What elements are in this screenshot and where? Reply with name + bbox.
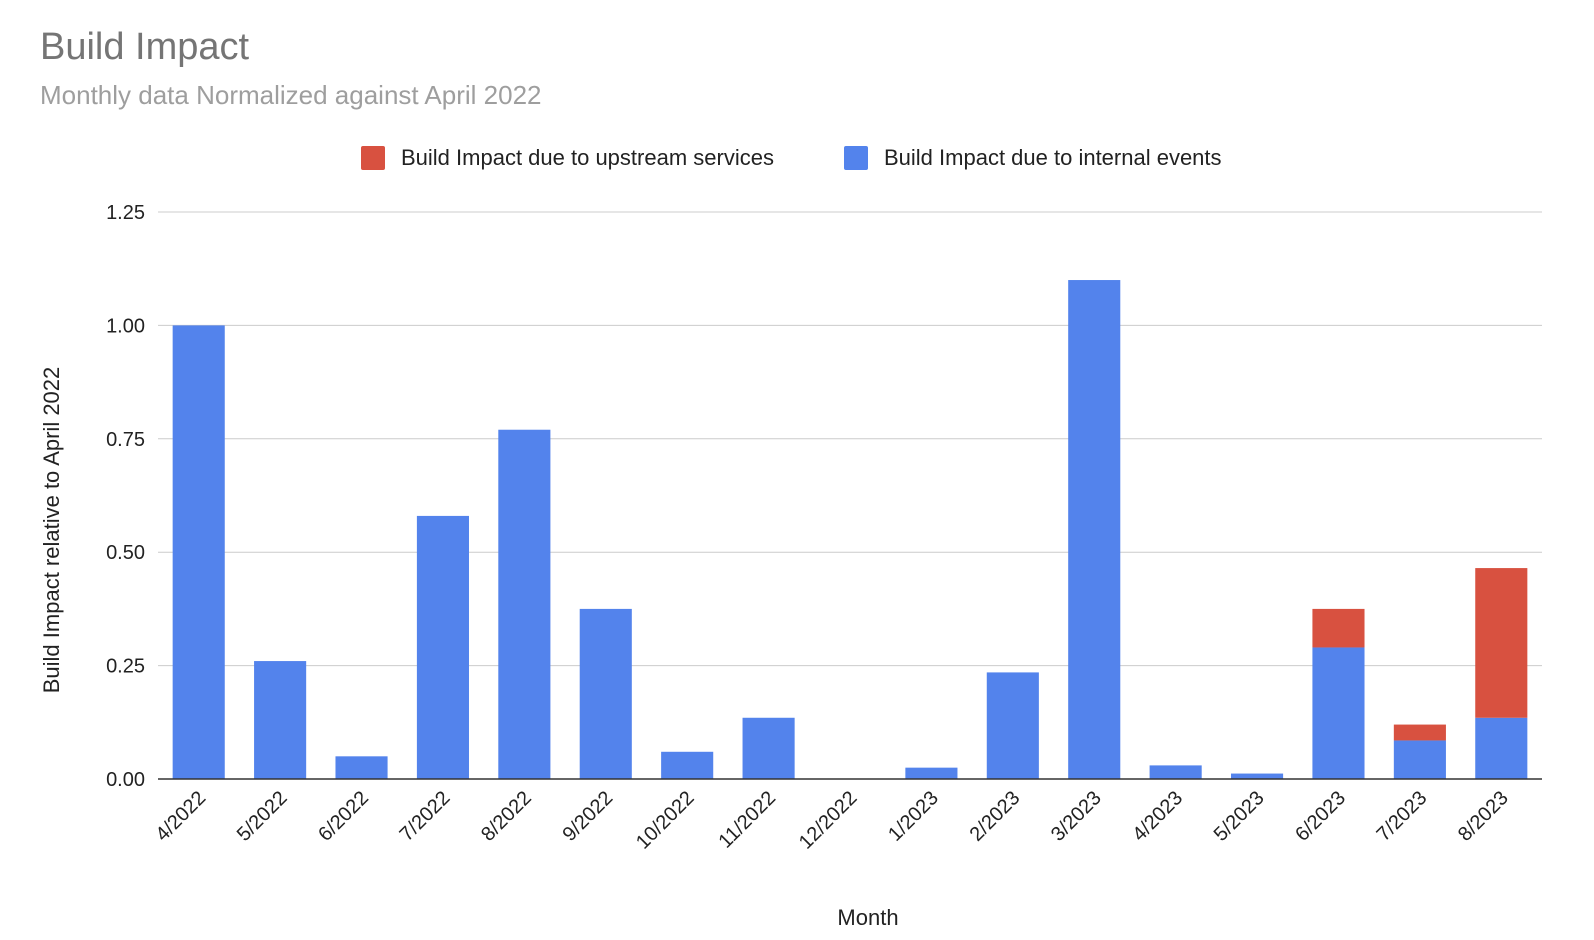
legend-swatch-upstream	[361, 146, 385, 170]
legend: Build Impact due to upstream services Bu…	[361, 145, 1222, 170]
x-tick-label: 5/2022	[233, 787, 292, 846]
x-axis-title: Month	[837, 905, 898, 930]
bar-internal-9-2022	[579, 608, 632, 779]
bar-internal-2-2023	[986, 672, 1039, 779]
bar-internal-5-2022	[254, 661, 307, 779]
x-tick-label: 5/2023	[1210, 787, 1269, 846]
chart-title: Build Impact	[40, 26, 250, 68]
bar-internal-4-2023	[1149, 765, 1202, 779]
bar-internal-11-2022	[742, 717, 795, 779]
x-tick-label: 9/2022	[558, 787, 617, 846]
x-tick-label: 1/2023	[884, 787, 943, 846]
x-tick-label: 4/2022	[151, 787, 210, 846]
bar-internal-6-2022	[335, 756, 388, 779]
bars	[172, 280, 1528, 779]
bar-internal-4-2022	[172, 325, 225, 779]
bar-upstream-6-2023	[1312, 608, 1365, 648]
bar-internal-1-2023	[905, 767, 958, 779]
bar-upstream-7-2023	[1393, 724, 1446, 741]
legend-swatch-internal	[844, 146, 868, 170]
x-tick-label: 10/2022	[632, 787, 699, 854]
bar-internal-7-2022	[416, 515, 469, 779]
x-tick-label: 11/2022	[714, 787, 780, 853]
y-axis-title: Build Impact relative to April 2022	[39, 367, 64, 694]
y-tick-label: 0.75	[106, 429, 145, 451]
x-tick-label: 6/2023	[1291, 787, 1350, 846]
y-tick-label: 1.00	[106, 315, 145, 337]
legend-label-upstream: Build Impact due to upstream services	[401, 145, 774, 170]
bar-internal-7-2023	[1393, 740, 1446, 779]
y-tick-label: 0.25	[106, 656, 145, 678]
x-axis-ticks: 4/2022 5/2022 6/2022 7/2022 8/2022 9/2022 10/2…	[151, 787, 1512, 854]
x-tick-label: 4/2023	[1128, 787, 1187, 846]
x-tick-label: 8/2022	[477, 787, 536, 846]
x-tick-label: 7/2023	[1373, 787, 1432, 846]
y-tick-label: 0.50	[106, 542, 145, 564]
y-tick-label: 1.25	[106, 202, 145, 224]
legend-label-internal: Build Impact due to internal events	[884, 145, 1222, 170]
x-tick-label: 6/2022	[314, 787, 373, 846]
x-tick-label: 2/2023	[966, 787, 1025, 846]
chart-subtitle: Monthly data Normalized against April 20…	[40, 80, 542, 110]
x-tick-label: 8/2023	[1454, 787, 1513, 846]
x-tick-label: 12/2022	[795, 787, 862, 854]
bar-upstream-8-2023	[1475, 568, 1528, 718]
gridlines	[158, 211, 1542, 667]
bar-internal-8-2022	[498, 429, 551, 779]
y-axis-ticks: 0.00 0.25 0.50 0.75 1.00 1.25	[106, 202, 145, 791]
bar-internal-5-2023	[1231, 773, 1284, 779]
x-tick-label: 3/2023	[1047, 787, 1106, 846]
bar-internal-8-2023	[1475, 717, 1528, 779]
x-tick-label: 7/2022	[396, 787, 455, 846]
y-tick-label: 0.00	[106, 769, 145, 791]
bar-internal-3-2023	[1068, 280, 1121, 779]
bar-internal-6-2023	[1312, 647, 1365, 779]
bar-internal-10-2022	[661, 751, 714, 779]
